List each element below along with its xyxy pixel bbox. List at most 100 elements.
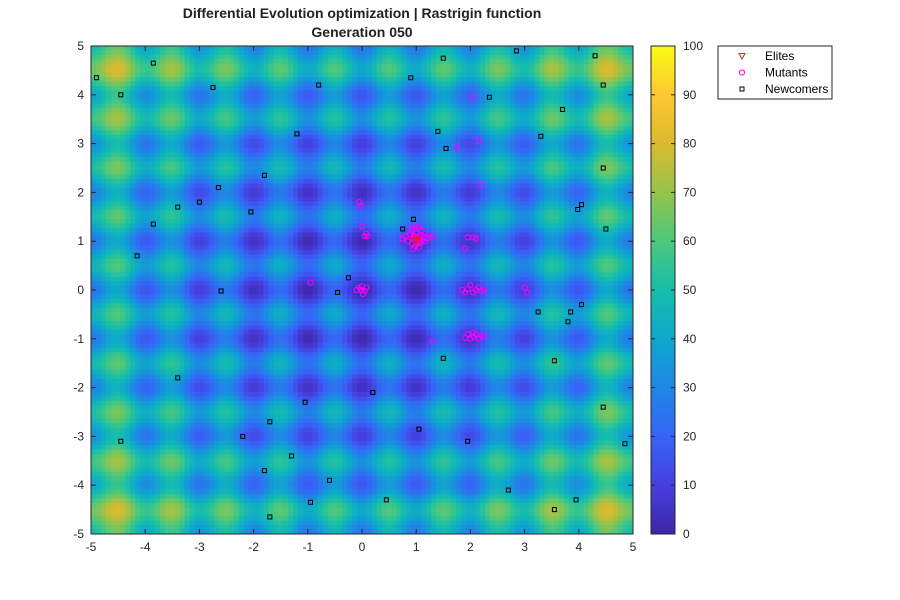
heatmap-cell: [189, 232, 196, 238]
heatmap-cell: [204, 485, 210, 491]
heatmap-cell: [110, 463, 117, 469]
heatmap-cell: [184, 440, 191, 446]
heatmap-cell: [302, 134, 309, 140]
heatmap-cell: [120, 520, 127, 526]
heatmap-cell: [189, 520, 196, 526]
heatmap-cell: [150, 427, 156, 433]
heatmap-cell: [145, 227, 151, 233]
heatmap-cell: [228, 103, 235, 109]
heatmap-cell: [307, 161, 314, 167]
heatmap-cell: [233, 134, 240, 140]
heatmap-cell: [105, 236, 112, 242]
heatmap-cell: [219, 250, 225, 256]
heatmap-cell: [155, 99, 161, 105]
heatmap-cell: [115, 480, 122, 486]
heatmap-cell: [189, 174, 196, 180]
heatmap-cell: [204, 312, 210, 318]
heatmap-cell: [258, 511, 265, 517]
heatmap-cell: [150, 312, 156, 318]
heatmap-cell: [278, 196, 284, 202]
heatmap-cell: [288, 338, 294, 344]
heatmap-cell: [120, 454, 127, 460]
heatmap-cell: [312, 232, 319, 238]
heatmap-cell: [130, 502, 136, 508]
heatmap-cell: [174, 174, 181, 180]
heatmap-cell: [91, 267, 97, 273]
heatmap-cell: [263, 307, 269, 313]
heatmap-cell: [224, 329, 230, 335]
heatmap-cell: [155, 356, 161, 362]
heatmap-cell: [130, 103, 136, 109]
heatmap-cell: [95, 170, 102, 176]
heatmap-cell: [263, 108, 269, 114]
heatmap-cell: [214, 383, 220, 389]
heatmap-cell: [184, 321, 191, 327]
heatmap-cell: [91, 72, 97, 78]
heatmap-cell: [283, 170, 289, 176]
heatmap-cell: [105, 502, 112, 508]
heatmap-cell: [145, 352, 151, 358]
heatmap-cell: [120, 50, 127, 56]
heatmap-cell: [263, 529, 269, 534]
heatmap-cell: [219, 485, 225, 491]
heatmap-cell: [115, 485, 122, 491]
heatmap-cell: [164, 294, 171, 300]
heatmap-cell: [278, 250, 284, 256]
heatmap-cell: [115, 356, 122, 362]
heatmap-cell: [115, 46, 122, 52]
heatmap-cell: [224, 427, 230, 433]
heatmap-cell: [273, 174, 279, 180]
heatmap-cell: [214, 334, 220, 340]
heatmap-cell: [253, 196, 260, 202]
heatmap-cell: [312, 219, 319, 225]
heatmap-cell: [95, 130, 102, 136]
heatmap-cell: [120, 352, 127, 358]
heatmap-cell: [130, 316, 136, 322]
heatmap-cell: [214, 254, 220, 260]
heatmap-cell: [115, 445, 122, 451]
heatmap-cell: [130, 489, 136, 495]
heatmap-cell: [100, 63, 107, 69]
heatmap-cell: [125, 263, 132, 269]
heatmap-cell: [184, 498, 191, 504]
heatmap-cell: [120, 471, 127, 477]
heatmap-cell: [278, 99, 284, 105]
heatmap-cell: [214, 480, 220, 486]
heatmap-cell: [150, 525, 156, 531]
heatmap-cell: [263, 352, 269, 358]
heatmap-cell: [278, 121, 284, 127]
heatmap-cell: [273, 520, 279, 526]
heatmap-cell: [105, 272, 112, 278]
heatmap-cell: [120, 321, 127, 327]
heatmap-cell: [307, 143, 314, 149]
heatmap-cell: [204, 418, 210, 424]
heatmap-cell: [253, 245, 260, 251]
heatmap-cell: [91, 321, 97, 327]
heatmap-cell: [238, 374, 245, 380]
heatmap-cell: [243, 179, 250, 185]
heatmap-cell: [228, 201, 235, 207]
heatmap-cell: [209, 480, 215, 486]
heatmap-cell: [297, 245, 304, 251]
heatmap-cell: [263, 179, 269, 185]
heatmap-cell: [174, 374, 181, 380]
heatmap-cell: [307, 485, 314, 491]
heatmap-cell: [307, 139, 314, 145]
heatmap-cell: [219, 46, 225, 52]
heatmap-cell: [174, 329, 181, 335]
heatmap-cell: [145, 343, 151, 349]
heatmap-cell: [91, 121, 97, 127]
heatmap-cell: [283, 214, 289, 220]
heatmap-cell: [145, 454, 151, 460]
heatmap-cell: [199, 445, 205, 451]
heatmap-cell: [179, 196, 186, 202]
heatmap-cell: [169, 440, 176, 446]
heatmap-cell: [91, 423, 97, 429]
heatmap-cell: [110, 219, 117, 225]
heatmap-cell: [105, 170, 112, 176]
heatmap-cell: [91, 356, 97, 362]
heatmap-cell: [273, 187, 279, 193]
heatmap-cell: [258, 254, 265, 260]
heatmap-cell: [214, 59, 220, 65]
heatmap-cell: [199, 99, 205, 105]
